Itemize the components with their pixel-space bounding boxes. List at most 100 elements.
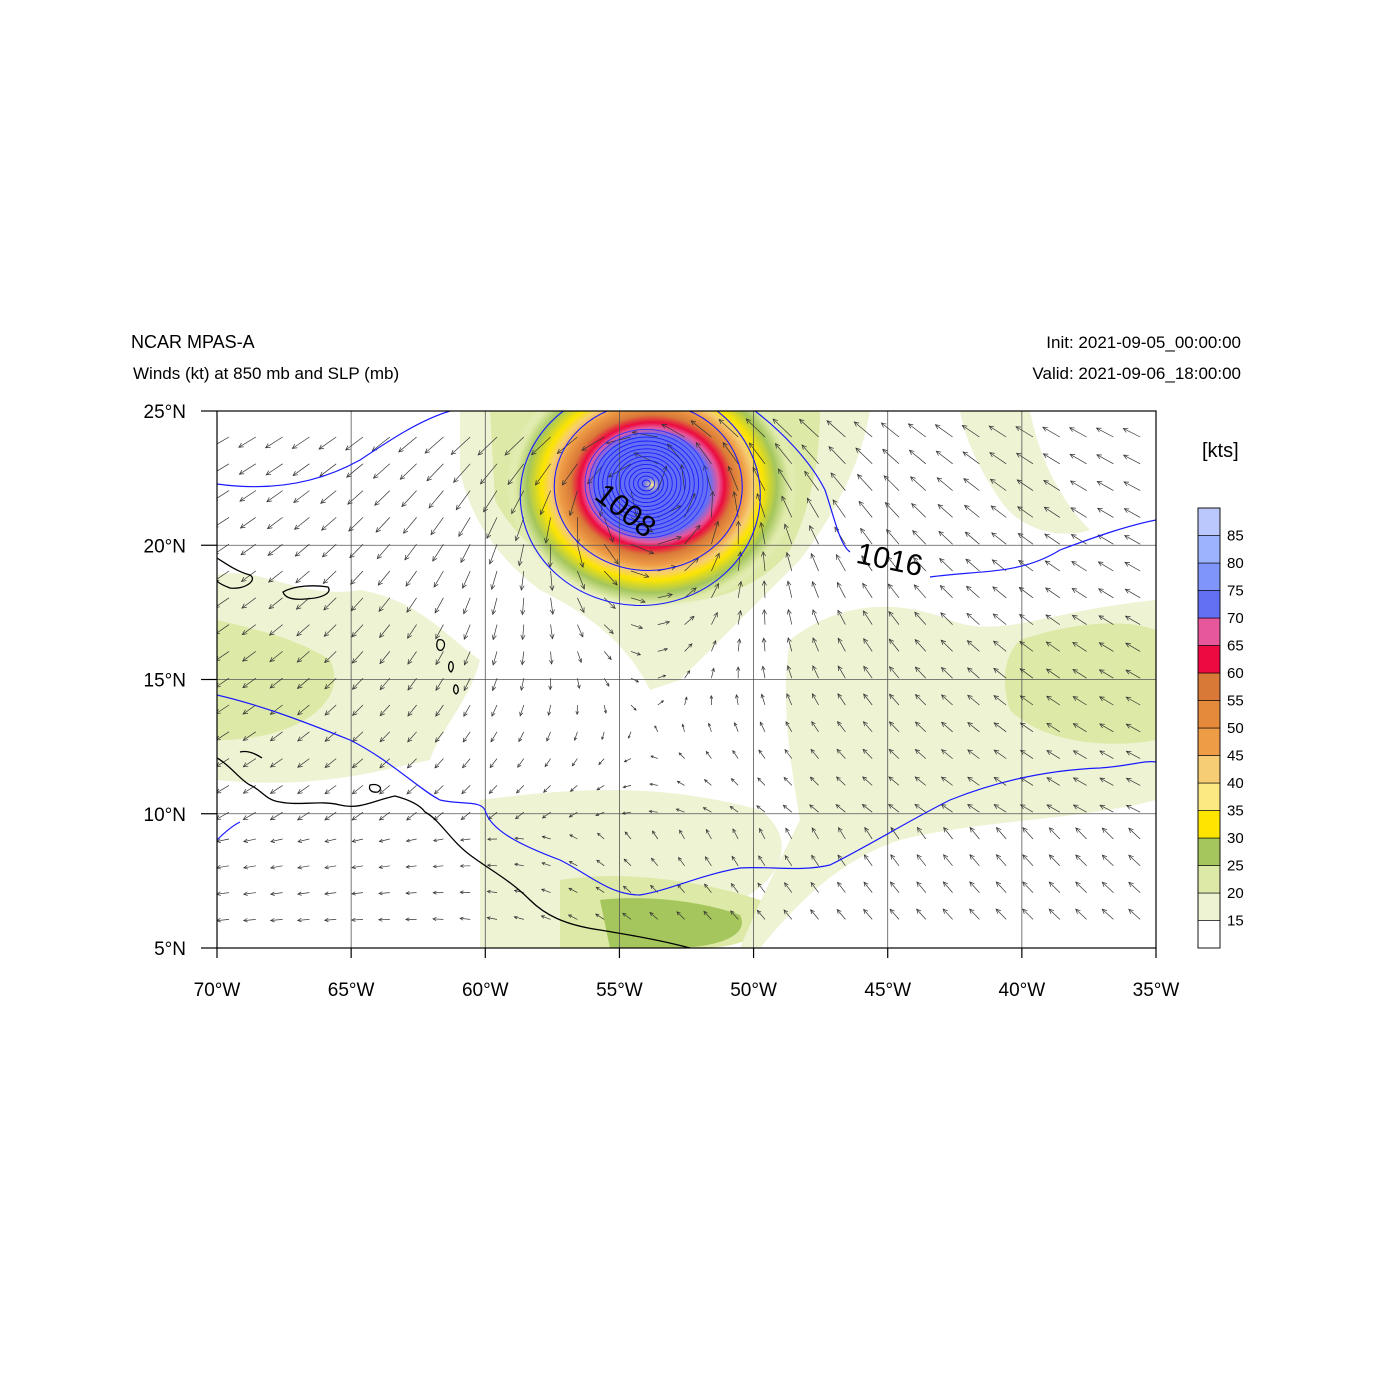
wind-vector-head [266, 524, 273, 530]
wind-vector [217, 731, 230, 740]
island-coast [447, 661, 454, 673]
wind-vector [967, 804, 980, 813]
wind-vector-head [379, 658, 385, 665]
wind-vector [522, 597, 525, 615]
wind-vector [965, 558, 980, 572]
wind-vector-head [886, 528, 892, 535]
wind-vector [1126, 696, 1141, 706]
wind-vector-head [703, 910, 708, 916]
wind-vector-head [914, 803, 920, 809]
wind-vector-head [269, 891, 275, 896]
wind-vector-head [782, 804, 788, 809]
wind-vector-head [756, 805, 761, 810]
wind-vector-head [835, 776, 841, 782]
wind-vector-head [1098, 615, 1105, 621]
wind-vector-head [1044, 533, 1050, 539]
wind-vector [787, 609, 793, 625]
wind-vector [763, 580, 766, 598]
wind-vector-head [713, 611, 718, 618]
wind-vector [633, 452, 658, 465]
wind-vector [1045, 614, 1061, 625]
wind-vector [297, 731, 310, 742]
wind-vector [887, 556, 900, 572]
wind-vector-head [912, 557, 919, 563]
wind-vector-head [486, 863, 491, 868]
wind-vector [490, 731, 498, 743]
wind-vector-head [939, 585, 946, 591]
lat-tick-label: 25°N [144, 402, 186, 423]
wind-vector-head [663, 647, 669, 652]
wind-vector [1022, 827, 1034, 840]
wind-vector [812, 609, 819, 625]
wind-vector-head [786, 608, 792, 615]
wind-vector [882, 448, 900, 465]
wind-vector [914, 776, 927, 786]
wind-vector-head [888, 776, 894, 782]
wind-vector [488, 785, 498, 794]
colorbar-swatch [1197, 617, 1221, 646]
wind-vector [682, 724, 685, 732]
wind-vector-head [1128, 854, 1134, 861]
wind-vector-head [539, 509, 545, 516]
wind-vector [504, 436, 525, 456]
wind-vector-head [1124, 588, 1131, 594]
island-coast [436, 639, 446, 652]
wind-vector [1018, 560, 1034, 572]
wind-vector [654, 725, 659, 732]
wind-vector [676, 808, 685, 813]
wind-vector [1020, 777, 1034, 786]
wind-vector-head [732, 749, 736, 755]
wind-vector [1099, 696, 1114, 706]
wind-vector-head [238, 469, 245, 475]
wind-vector-head [811, 581, 817, 587]
wind-vector-head [543, 788, 548, 793]
wind-vector [546, 731, 551, 742]
wind-vector-head [633, 452, 640, 458]
wind-vector [435, 731, 444, 743]
wind-vector-head [379, 684, 385, 691]
wind-vector-head [351, 763, 358, 769]
wind-vector-head [1070, 534, 1077, 540]
wind-vector-head [967, 722, 973, 728]
wind-vector [352, 677, 364, 690]
wind-vector-head [785, 827, 790, 833]
wind-vector-head [714, 520, 720, 527]
wind-vector-head [514, 836, 519, 840]
wind-vector-head [242, 762, 249, 768]
wind-vector [404, 543, 417, 561]
wind-vector [217, 785, 230, 793]
wind-vector-head [809, 776, 815, 782]
wind-vector-head [745, 418, 752, 424]
wind-vector-head [1044, 587, 1051, 593]
wind-vector [297, 651, 310, 663]
wind-vector-head [695, 442, 701, 448]
wind-vector-head [548, 685, 553, 691]
wind-vector [1125, 615, 1141, 625]
wind-vector [967, 749, 980, 759]
wind-vector-head [1048, 827, 1055, 833]
wind-vector [351, 597, 364, 611]
wind-vector [623, 885, 632, 893]
wind-vector-head [1072, 750, 1079, 756]
wind-vector-head [596, 787, 600, 791]
wind-vector [1070, 480, 1087, 491]
wind-vector-head [320, 498, 326, 504]
wind-vector-head [610, 603, 616, 610]
wind-vector-head [863, 908, 869, 914]
wind-vector-head [291, 443, 298, 449]
lon-tick-label: 35°W [1133, 980, 1180, 1001]
wind-vector-head [804, 470, 810, 477]
colorbar-swatch [1197, 562, 1221, 591]
wind-vector-head [491, 609, 497, 616]
wind-vector-head [568, 861, 573, 865]
wind-vector-head [991, 559, 998, 565]
storm-isobar [633, 471, 660, 496]
wind-vector [1046, 777, 1060, 786]
wind-vector [703, 807, 712, 813]
wind-vector-head [837, 720, 842, 727]
wind-vector [243, 865, 256, 869]
wind-vector-head [1043, 506, 1050, 512]
wind-vector-head [432, 864, 437, 869]
wind-vector-head [581, 445, 587, 451]
wind-vector [352, 838, 364, 842]
